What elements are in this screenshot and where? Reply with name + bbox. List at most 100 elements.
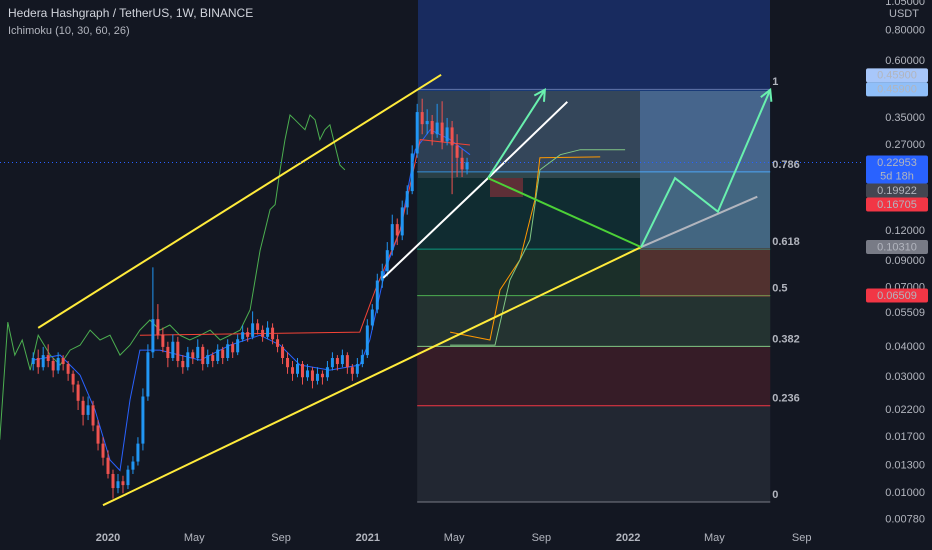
price-badge-label: 0.16705	[877, 199, 917, 211]
candle-body	[400, 207, 404, 236]
x-tick-label: 2020	[96, 532, 120, 544]
candle-body	[325, 367, 329, 378]
candle-body	[76, 384, 80, 401]
currency: USDT	[889, 8, 919, 20]
candle-body	[276, 339, 280, 347]
candle-body	[380, 271, 384, 281]
candle-body	[241, 332, 245, 340]
candles	[31, 98, 469, 499]
fib-label: 1	[772, 76, 778, 88]
price-badge	[866, 239, 928, 254]
candle-body	[355, 364, 359, 374]
price-badge	[866, 197, 928, 212]
candle-body	[226, 344, 230, 359]
price-badge-label: 0.45900	[877, 84, 917, 96]
candle-body	[31, 358, 35, 365]
target-zone	[418, 0, 770, 91]
candle-body	[330, 358, 334, 368]
candle-body	[146, 352, 150, 397]
candle-body	[296, 364, 300, 374]
position-boxes	[418, 0, 770, 297]
y-tick-label: 0.60000	[885, 55, 925, 67]
x-tick-label: Sep	[532, 532, 552, 544]
candle-body	[450, 127, 454, 146]
candle-body	[271, 327, 275, 340]
x-tick-label: May	[444, 532, 465, 544]
price-badge	[866, 288, 928, 303]
price-badge-label: 0.45900	[877, 70, 917, 82]
x-tick-label: 2021	[356, 532, 380, 544]
y-tick-label: 0.02200	[885, 404, 925, 416]
candle-body	[320, 373, 324, 378]
candle-body	[385, 250, 389, 272]
y-tick-label: 0.01300	[885, 459, 925, 471]
trend-line	[640, 195, 758, 249]
candle-body	[360, 355, 364, 365]
price-badge	[866, 68, 928, 83]
chart-title: Hedera Hashgraph / TetherUS, 1W, BINANCE	[8, 6, 253, 20]
arrow-head	[533, 88, 546, 102]
candle-body	[405, 191, 409, 208]
fib-label: 0.236	[772, 393, 800, 405]
fib-label: 0	[772, 489, 778, 501]
candle-body	[340, 355, 344, 365]
indicator-line	[0, 114, 346, 440]
y-tick-label: 0.01000	[885, 487, 925, 499]
candle-body	[236, 339, 240, 353]
candle-body	[435, 122, 439, 135]
y-tick-label: 0.27000	[885, 139, 925, 151]
y-tick-label: 0.35000	[885, 112, 925, 124]
trend-line	[37, 73, 442, 329]
candle-body	[61, 358, 65, 365]
y-tick-label: 0.01700	[885, 431, 925, 443]
y-tick-label: 0.12000	[885, 225, 925, 237]
y-tick-label: 0.03000	[885, 371, 925, 383]
candle-body	[196, 346, 200, 359]
candle-body	[81, 400, 85, 415]
candle-body	[126, 469, 130, 486]
candle-body	[56, 358, 60, 371]
candle-body	[216, 349, 220, 361]
position-box	[640, 91, 770, 248]
candle-body	[46, 355, 50, 361]
fib-zone	[417, 405, 771, 503]
price-axis: 1.05000 0.80000 0.60000 0.35000 0.27000 0.120…	[885, 0, 925, 525]
y-tick-label: 0.80000	[885, 25, 925, 37]
candle-body	[211, 355, 215, 361]
candle-body	[206, 355, 210, 365]
candle-body	[161, 334, 165, 347]
candle-body	[465, 162, 469, 170]
candle-body	[281, 346, 285, 359]
trend-line	[487, 89, 546, 179]
candle-body	[111, 473, 115, 489]
candle-body	[345, 355, 349, 368]
trend-line	[102, 246, 642, 507]
candle-body	[166, 346, 170, 359]
candle-body	[36, 358, 40, 368]
candle-body	[430, 121, 434, 135]
fib-zone	[417, 89, 771, 172]
price-badge	[866, 82, 928, 97]
candle-body	[370, 309, 374, 326]
candle-body	[131, 461, 135, 470]
candle-body	[305, 370, 309, 378]
currency-badge	[884, 6, 924, 20]
candle-body	[445, 127, 449, 142]
candle-body	[96, 425, 100, 444]
x-tick-label: Sep	[271, 532, 291, 544]
candle-body	[186, 352, 190, 368]
price-badge-label: 0.10310	[877, 241, 917, 253]
candle-body	[425, 121, 429, 125]
arrow-head	[760, 87, 773, 102]
candle-body	[231, 344, 235, 353]
fib-zone	[417, 171, 771, 250]
candle-body	[86, 405, 90, 415]
candle-body	[181, 360, 185, 368]
price-badge-label: 0.22953	[877, 157, 917, 169]
candle-body	[136, 443, 140, 462]
candle-body	[221, 349, 225, 359]
y-tick-label: 0.09000	[885, 255, 925, 267]
x-tick-label: 2022	[616, 532, 640, 544]
trend-line	[640, 89, 772, 248]
